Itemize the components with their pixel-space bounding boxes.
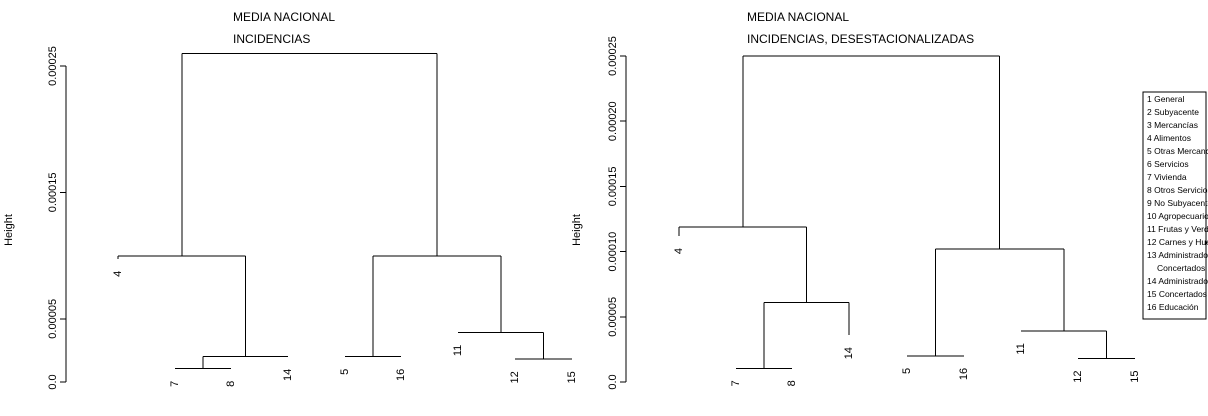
legend-item: Concertados xyxy=(1157,263,1205,273)
y-tick-label: 0.00010 xyxy=(607,232,619,272)
y-tick-label: 0.00025 xyxy=(607,36,619,76)
leaf-label: 14 xyxy=(282,369,294,381)
legend-item: 7 Vivienda xyxy=(1147,172,1187,182)
legend-item: 15 Concertados xyxy=(1147,289,1207,299)
y-tick-label: 0.00015 xyxy=(47,173,59,213)
legend-box xyxy=(1142,91,1207,320)
chart-title-line: MEDIA NACIONAL xyxy=(747,10,849,24)
leaf-label: 7 xyxy=(730,380,742,386)
y-tick-label: 0.00025 xyxy=(47,46,59,86)
leaf-label: 12 xyxy=(1072,371,1084,383)
leaf-label: 14 xyxy=(843,347,855,359)
y-tick-label: 0.00015 xyxy=(607,167,619,207)
leaf-label: 16 xyxy=(395,369,407,381)
y-tick-label: 0.00005 xyxy=(47,299,59,339)
legend-item: 9 No Subyacente xyxy=(1147,198,1208,208)
legend-item: 4 Alimentos xyxy=(1147,133,1191,143)
leaf-label: 15 xyxy=(566,371,578,383)
legend-item: 16 Educación xyxy=(1147,302,1199,312)
legend-item: 10 Agropecuarios xyxy=(1147,211,1208,221)
leaf-label: 4 xyxy=(112,271,124,277)
leaf-label: 12 xyxy=(509,371,521,383)
leaf-label: 11 xyxy=(452,345,464,356)
y-tick-label: 0.00005 xyxy=(607,297,619,337)
y-axis-label: Height xyxy=(571,214,583,246)
y-tick-label: 0.00020 xyxy=(607,101,619,141)
legend: 1 General 2 Subyacente 3 Mercancías 4 Alime… xyxy=(1142,91,1208,320)
chart-title-line: MEDIA NACIONAL xyxy=(233,10,335,24)
legend-item: 1 General xyxy=(1147,94,1184,104)
leaf-label: 8 xyxy=(225,381,237,387)
dendrogram-panel-1: MEDIA NACIONAL INCIDENCIAS Height 0.0 0.0000… xyxy=(3,10,578,390)
chart-title-line: INCIDENCIAS xyxy=(233,32,310,46)
legend-item: 8 Otros Servicios xyxy=(1147,185,1208,195)
leaf-label: 11 xyxy=(1015,343,1027,354)
y-tick-label: 0.0 xyxy=(47,374,59,389)
chart-title-line: INCIDENCIAS, DESESTACIONALIZADAS xyxy=(747,32,974,46)
y-axis-label: Height xyxy=(3,214,15,246)
legend-item: 14 Administrados xyxy=(1147,276,1208,286)
leaf-label: 5 xyxy=(339,369,351,375)
legend-item: 13 Administrados y xyxy=(1147,250,1208,260)
leaf-label: 5 xyxy=(901,368,913,374)
legend-item: 6 Servicios xyxy=(1147,159,1189,169)
legend-item: 5 Otras Mercancías xyxy=(1147,146,1208,156)
leaf-label: 8 xyxy=(786,380,798,386)
dendrogram-panel-2: MEDIA NACIONAL INCIDENCIAS, DESESTACIONAL… xyxy=(571,10,1141,390)
legend-item: 3 Mercancías xyxy=(1147,120,1198,130)
leaf-label: 16 xyxy=(958,368,970,380)
y-tick-label: 0.0 xyxy=(607,374,619,389)
leaf-label: 15 xyxy=(1129,371,1141,383)
leaf-label: 7 xyxy=(169,381,181,387)
legend-item: 11 Frutas y Verduras xyxy=(1147,224,1208,234)
leaf-label: 4 xyxy=(673,248,685,254)
legend-item: 12 Carnes y Huevo xyxy=(1147,237,1208,247)
legend-item: 2 Subyacente xyxy=(1147,107,1199,117)
